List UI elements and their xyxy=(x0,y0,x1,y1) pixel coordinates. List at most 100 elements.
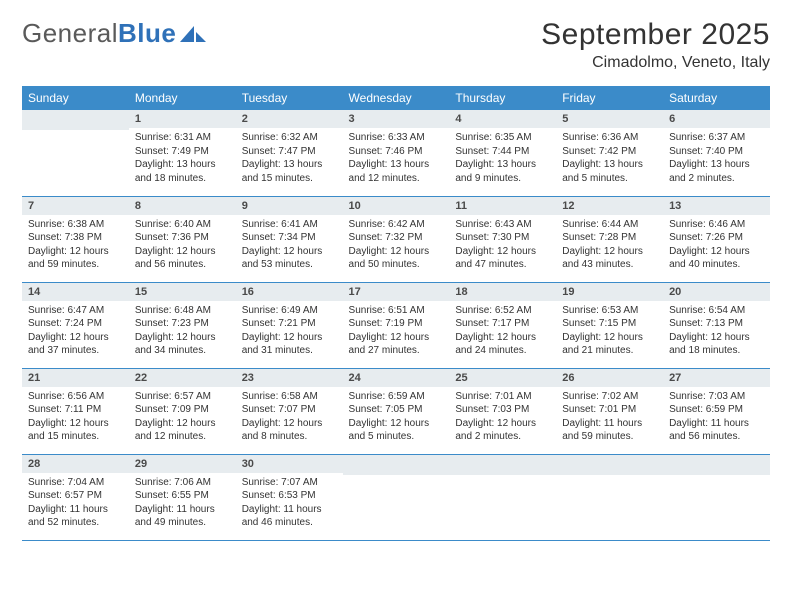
weekday-header: Sunday xyxy=(22,86,129,110)
logo-part1: General xyxy=(22,18,118,48)
logo-part2: Blue xyxy=(118,18,176,48)
sunset-text: Sunset: 7:49 PM xyxy=(135,145,230,159)
day-number: 20 xyxy=(663,283,770,301)
sunrise-text: Sunrise: 6:41 AM xyxy=(242,218,337,232)
sunset-text: Sunset: 7:23 PM xyxy=(135,317,230,331)
logo: GeneralBlue xyxy=(22,18,206,49)
sunset-text: Sunset: 7:09 PM xyxy=(135,403,230,417)
calendar-row: 1Sunrise: 6:31 AMSunset: 7:49 PMDaylight… xyxy=(22,110,770,196)
calendar-cell: 20Sunrise: 6:54 AMSunset: 7:13 PMDayligh… xyxy=(663,282,770,368)
calendar-cell xyxy=(343,454,450,540)
sunset-text: Sunset: 7:24 PM xyxy=(28,317,123,331)
sunset-text: Sunset: 6:57 PM xyxy=(28,489,123,503)
day-number: 23 xyxy=(236,369,343,387)
day-number: 8 xyxy=(129,197,236,215)
cell-body: Sunrise: 6:56 AMSunset: 7:11 PMDaylight:… xyxy=(22,387,129,448)
month-title: September 2025 xyxy=(541,18,770,52)
day-number: 12 xyxy=(556,197,663,215)
sunrise-text: Sunrise: 6:44 AM xyxy=(562,218,657,232)
daylight-text: Daylight: 12 hours and 24 minutes. xyxy=(455,331,550,358)
sunrise-text: Sunrise: 6:49 AM xyxy=(242,304,337,318)
day-number: 19 xyxy=(556,283,663,301)
sunset-text: Sunset: 7:17 PM xyxy=(455,317,550,331)
cell-body: Sunrise: 6:37 AMSunset: 7:40 PMDaylight:… xyxy=(663,128,770,189)
day-number: 14 xyxy=(22,283,129,301)
calendar-row: 28Sunrise: 7:04 AMSunset: 6:57 PMDayligh… xyxy=(22,454,770,540)
sunset-text: Sunset: 7:13 PM xyxy=(669,317,764,331)
sunrise-text: Sunrise: 6:31 AM xyxy=(135,131,230,145)
calendar-cell: 13Sunrise: 6:46 AMSunset: 7:26 PMDayligh… xyxy=(663,196,770,282)
sunrise-text: Sunrise: 6:48 AM xyxy=(135,304,230,318)
sunrise-text: Sunrise: 6:51 AM xyxy=(349,304,444,318)
calendar-cell: 15Sunrise: 6:48 AMSunset: 7:23 PMDayligh… xyxy=(129,282,236,368)
cell-body: Sunrise: 7:02 AMSunset: 7:01 PMDaylight:… xyxy=(556,387,663,448)
calendar-cell xyxy=(663,454,770,540)
day-number: 6 xyxy=(663,110,770,128)
sunset-text: Sunset: 7:03 PM xyxy=(455,403,550,417)
sunset-text: Sunset: 7:11 PM xyxy=(28,403,123,417)
cell-body: Sunrise: 6:48 AMSunset: 7:23 PMDaylight:… xyxy=(129,301,236,362)
calendar-cell xyxy=(22,110,129,196)
daylight-text: Daylight: 12 hours and 50 minutes. xyxy=(349,245,444,272)
cell-body: Sunrise: 6:42 AMSunset: 7:32 PMDaylight:… xyxy=(343,215,450,276)
cell-body: Sunrise: 6:51 AMSunset: 7:19 PMDaylight:… xyxy=(343,301,450,362)
calendar-row: 14Sunrise: 6:47 AMSunset: 7:24 PMDayligh… xyxy=(22,282,770,368)
calendar-cell: 19Sunrise: 6:53 AMSunset: 7:15 PMDayligh… xyxy=(556,282,663,368)
day-number: 11 xyxy=(449,197,556,215)
weekday-header: Monday xyxy=(129,86,236,110)
calendar-cell: 26Sunrise: 7:02 AMSunset: 7:01 PMDayligh… xyxy=(556,368,663,454)
calendar-cell: 6Sunrise: 6:37 AMSunset: 7:40 PMDaylight… xyxy=(663,110,770,196)
day-number: 9 xyxy=(236,197,343,215)
daylight-text: Daylight: 11 hours and 52 minutes. xyxy=(28,503,123,530)
daylight-text: Daylight: 13 hours and 18 minutes. xyxy=(135,158,230,185)
cell-body: Sunrise: 7:01 AMSunset: 7:03 PMDaylight:… xyxy=(449,387,556,448)
day-number: 4 xyxy=(449,110,556,128)
sunrise-text: Sunrise: 7:03 AM xyxy=(669,390,764,404)
calendar-cell: 1Sunrise: 6:31 AMSunset: 7:49 PMDaylight… xyxy=(129,110,236,196)
cell-body: Sunrise: 6:43 AMSunset: 7:30 PMDaylight:… xyxy=(449,215,556,276)
sunset-text: Sunset: 7:19 PM xyxy=(349,317,444,331)
daylight-text: Daylight: 12 hours and 18 minutes. xyxy=(669,331,764,358)
cell-body: Sunrise: 7:06 AMSunset: 6:55 PMDaylight:… xyxy=(129,473,236,534)
calendar-cell: 3Sunrise: 6:33 AMSunset: 7:46 PMDaylight… xyxy=(343,110,450,196)
daylight-text: Daylight: 12 hours and 31 minutes. xyxy=(242,331,337,358)
sunrise-text: Sunrise: 6:42 AM xyxy=(349,218,444,232)
sunrise-text: Sunrise: 7:07 AM xyxy=(242,476,337,490)
sunrise-text: Sunrise: 7:04 AM xyxy=(28,476,123,490)
day-number: 28 xyxy=(22,455,129,473)
sunset-text: Sunset: 7:36 PM xyxy=(135,231,230,245)
day-number: 10 xyxy=(343,197,450,215)
cell-body: Sunrise: 6:40 AMSunset: 7:36 PMDaylight:… xyxy=(129,215,236,276)
sunset-text: Sunset: 7:42 PM xyxy=(562,145,657,159)
sunrise-text: Sunrise: 6:57 AM xyxy=(135,390,230,404)
daylight-text: Daylight: 12 hours and 34 minutes. xyxy=(135,331,230,358)
logo-text: GeneralBlue xyxy=(22,18,176,49)
day-number: 29 xyxy=(129,455,236,473)
sunset-text: Sunset: 7:38 PM xyxy=(28,231,123,245)
daylight-text: Daylight: 13 hours and 9 minutes. xyxy=(455,158,550,185)
weekday-header: Friday xyxy=(556,86,663,110)
sunrise-text: Sunrise: 6:36 AM xyxy=(562,131,657,145)
daylight-text: Daylight: 11 hours and 49 minutes. xyxy=(135,503,230,530)
cell-body: Sunrise: 6:49 AMSunset: 7:21 PMDaylight:… xyxy=(236,301,343,362)
cell-body: Sunrise: 6:53 AMSunset: 7:15 PMDaylight:… xyxy=(556,301,663,362)
calendar-table: Sunday Monday Tuesday Wednesday Thursday… xyxy=(22,86,770,541)
sunrise-text: Sunrise: 6:46 AM xyxy=(669,218,764,232)
sunset-text: Sunset: 7:07 PM xyxy=(242,403,337,417)
day-number: 18 xyxy=(449,283,556,301)
calendar-cell: 5Sunrise: 6:36 AMSunset: 7:42 PMDaylight… xyxy=(556,110,663,196)
cell-body: Sunrise: 6:54 AMSunset: 7:13 PMDaylight:… xyxy=(663,301,770,362)
daylight-text: Daylight: 13 hours and 12 minutes. xyxy=(349,158,444,185)
cell-body: Sunrise: 7:03 AMSunset: 6:59 PMDaylight:… xyxy=(663,387,770,448)
calendar-cell: 24Sunrise: 6:59 AMSunset: 7:05 PMDayligh… xyxy=(343,368,450,454)
day-number: 16 xyxy=(236,283,343,301)
daylight-text: Daylight: 12 hours and 37 minutes. xyxy=(28,331,123,358)
sunset-text: Sunset: 7:44 PM xyxy=(455,145,550,159)
calendar-cell: 10Sunrise: 6:42 AMSunset: 7:32 PMDayligh… xyxy=(343,196,450,282)
cell-body: Sunrise: 7:04 AMSunset: 6:57 PMDaylight:… xyxy=(22,473,129,534)
daylight-text: Daylight: 12 hours and 2 minutes. xyxy=(455,417,550,444)
calendar-cell: 27Sunrise: 7:03 AMSunset: 6:59 PMDayligh… xyxy=(663,368,770,454)
daylight-text: Daylight: 12 hours and 12 minutes. xyxy=(135,417,230,444)
day-number xyxy=(343,455,450,475)
sunset-text: Sunset: 7:01 PM xyxy=(562,403,657,417)
